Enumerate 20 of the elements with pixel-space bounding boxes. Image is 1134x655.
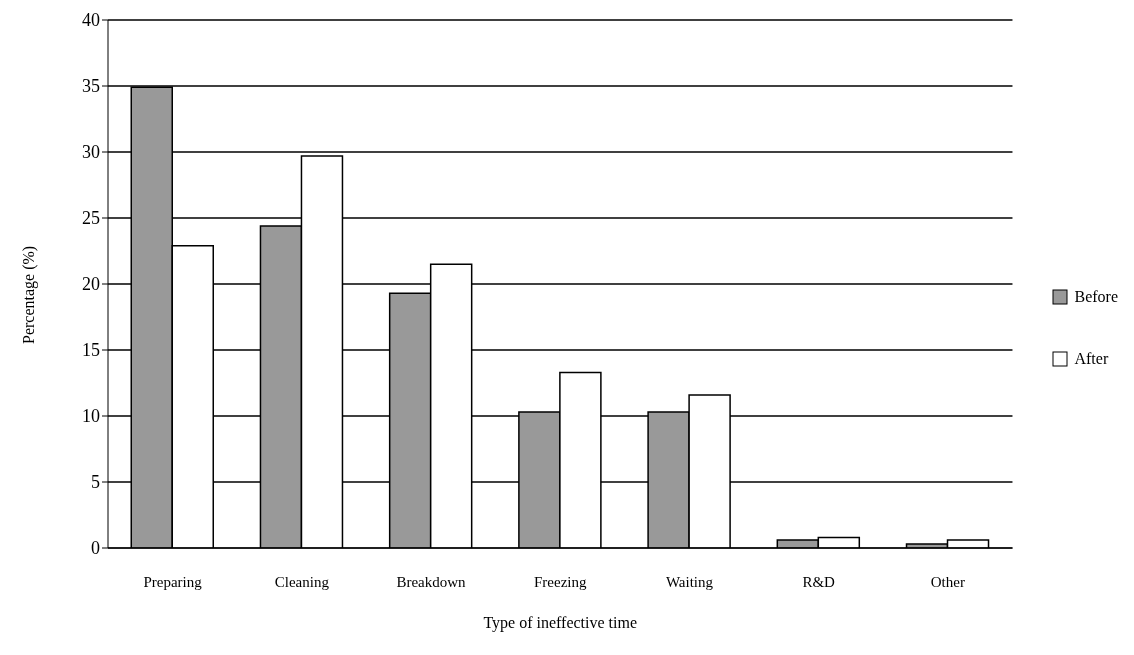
x-tick-label: Freezing: [533, 573, 587, 590]
x-tick-label: Other: [930, 573, 965, 590]
y-tick-label: 0: [91, 538, 100, 559]
y-tick-label: 40: [82, 10, 100, 31]
x-tick-label: Waiting: [665, 573, 714, 590]
legend-label: After: [1074, 349, 1109, 369]
legend-label: Before: [1074, 287, 1118, 307]
y-tick-label: 10: [82, 406, 100, 427]
y-tick-label: 15: [82, 340, 100, 361]
y-tick-label: 20: [82, 274, 100, 295]
x-tick-label: Preparing: [143, 573, 203, 590]
x-tick-label: Breakdown: [396, 573, 467, 590]
x-tick-label: Cleaning: [274, 573, 330, 590]
y-tick-label: 25: [82, 208, 100, 229]
x-tick-label: R&D: [802, 573, 836, 590]
y-axis-title: Percentage (%): [19, 245, 38, 344]
x-axis-title: Type of ineffective time: [483, 614, 638, 632]
y-tick-label: 35: [82, 76, 100, 97]
y-tick-label: 5: [91, 472, 100, 493]
y-tick-label: 30: [82, 142, 100, 163]
